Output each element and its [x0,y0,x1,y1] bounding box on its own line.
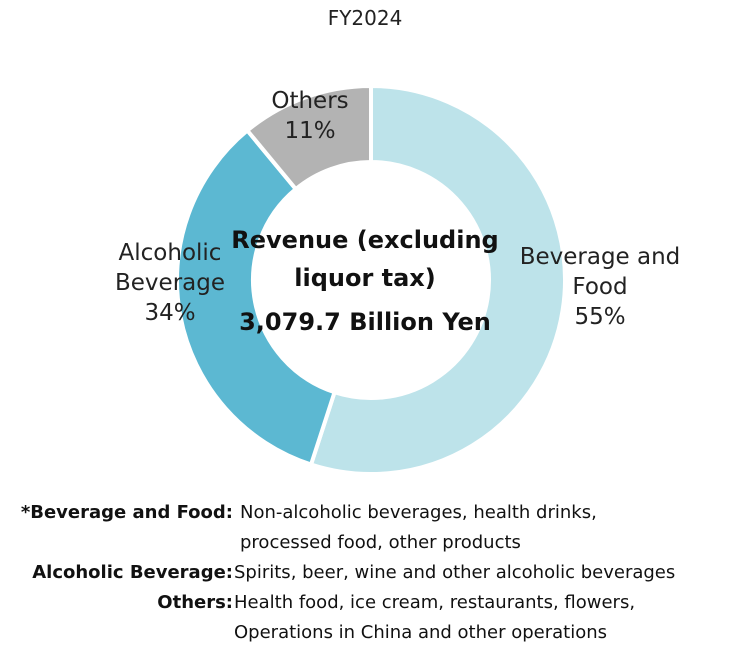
slice-beverage-and-food [308,83,567,476]
note-text: Operations in China and other operations [234,622,608,643]
slice-alcoholic-beverage [175,127,338,468]
footnotes: *Beverage and Food: Non-alcoholic bevera… [0,498,730,648]
slice-value: 11% [284,118,336,144]
chart-title: FY2024 [327,6,403,30]
slice-label-text: Others [271,88,349,114]
note-key-beverage-food: *Beverage and Food: [20,502,233,523]
slice-value: 55% [574,304,626,330]
note-key-alcoholic: Alcoholic Beverage: [32,562,233,583]
center-label-line-3: 3,079.7 Billion Yen [239,308,491,336]
center-label-line-1: Revenue (excluding [231,226,499,254]
slice-label-others: Others 11% [250,86,370,146]
slice-value: 34% [144,300,196,326]
note-text: processed food, other products [240,532,521,553]
slice-others [244,83,373,192]
note-text: Non-alcoholic beverages, health drinks, [240,502,597,523]
slice-label-text: Food [572,274,628,300]
center-label-line-2: liquor tax) [294,264,436,292]
note-text: Health food, ice cream, restaurants, flo… [234,592,636,613]
note-key-others: Others: [157,592,233,613]
slice-label-alcoholic: Alcoholic Beverage 34% [100,238,240,328]
slice-label-beverage-food: Beverage and Food 55% [505,242,695,332]
donut-chart [175,83,567,476]
slice-label-text: Beverage and [519,244,681,270]
slice-label-text: Alcoholic [118,240,222,266]
note-text: Spirits, beer, wine and other alcoholic … [234,562,676,583]
slice-label-text: Beverage [115,270,225,296]
